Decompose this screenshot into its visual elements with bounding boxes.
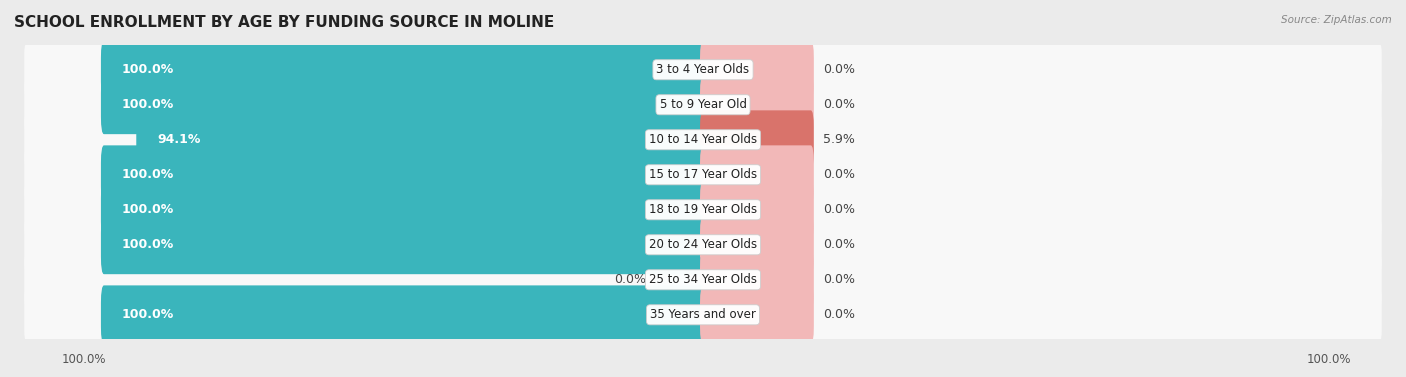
Text: 100.0%: 100.0% (62, 353, 107, 366)
FancyBboxPatch shape (24, 44, 1382, 95)
Text: 25 to 34 Year Olds: 25 to 34 Year Olds (650, 273, 756, 286)
Text: 0.0%: 0.0% (823, 273, 855, 286)
Text: 100.0%: 100.0% (122, 238, 174, 251)
FancyBboxPatch shape (101, 75, 706, 134)
FancyBboxPatch shape (700, 146, 814, 204)
Text: 94.1%: 94.1% (157, 133, 201, 146)
Text: 100.0%: 100.0% (122, 168, 174, 181)
Text: 100.0%: 100.0% (122, 63, 174, 76)
FancyBboxPatch shape (700, 40, 814, 99)
FancyBboxPatch shape (700, 110, 814, 169)
FancyBboxPatch shape (136, 110, 706, 169)
Text: 3 to 4 Year Olds: 3 to 4 Year Olds (657, 63, 749, 76)
FancyBboxPatch shape (24, 219, 1382, 270)
Text: 20 to 24 Year Olds: 20 to 24 Year Olds (650, 238, 756, 251)
FancyBboxPatch shape (700, 180, 814, 239)
FancyBboxPatch shape (24, 79, 1382, 130)
Text: 5 to 9 Year Old: 5 to 9 Year Old (659, 98, 747, 111)
Text: 100.0%: 100.0% (122, 203, 174, 216)
Text: Source: ZipAtlas.com: Source: ZipAtlas.com (1281, 15, 1392, 25)
Text: 100.0%: 100.0% (122, 98, 174, 111)
Text: 0.0%: 0.0% (823, 168, 855, 181)
FancyBboxPatch shape (101, 215, 706, 274)
Text: 0.0%: 0.0% (823, 203, 855, 216)
Text: 18 to 19 Year Olds: 18 to 19 Year Olds (650, 203, 756, 216)
FancyBboxPatch shape (700, 75, 814, 134)
Text: 0.0%: 0.0% (823, 308, 855, 321)
Text: 0.0%: 0.0% (614, 273, 647, 286)
FancyBboxPatch shape (101, 40, 706, 99)
FancyBboxPatch shape (654, 257, 704, 302)
FancyBboxPatch shape (101, 285, 706, 344)
Text: 15 to 17 Year Olds: 15 to 17 Year Olds (650, 168, 756, 181)
FancyBboxPatch shape (24, 289, 1382, 340)
Text: 0.0%: 0.0% (823, 238, 855, 251)
FancyBboxPatch shape (700, 215, 814, 274)
Text: 5.9%: 5.9% (823, 133, 855, 146)
FancyBboxPatch shape (24, 184, 1382, 235)
Legend: Public School, Private School: Public School, Private School (582, 375, 824, 377)
Text: 10 to 14 Year Olds: 10 to 14 Year Olds (650, 133, 756, 146)
FancyBboxPatch shape (101, 146, 706, 204)
Text: 35 Years and over: 35 Years and over (650, 308, 756, 321)
Text: 100.0%: 100.0% (1306, 353, 1351, 366)
Text: 0.0%: 0.0% (823, 63, 855, 76)
Text: 100.0%: 100.0% (122, 308, 174, 321)
Text: 0.0%: 0.0% (823, 98, 855, 111)
FancyBboxPatch shape (101, 180, 706, 239)
FancyBboxPatch shape (700, 250, 814, 309)
FancyBboxPatch shape (24, 114, 1382, 165)
FancyBboxPatch shape (24, 149, 1382, 200)
FancyBboxPatch shape (24, 254, 1382, 305)
Text: SCHOOL ENROLLMENT BY AGE BY FUNDING SOURCE IN MOLINE: SCHOOL ENROLLMENT BY AGE BY FUNDING SOUR… (14, 15, 554, 30)
FancyBboxPatch shape (700, 285, 814, 344)
